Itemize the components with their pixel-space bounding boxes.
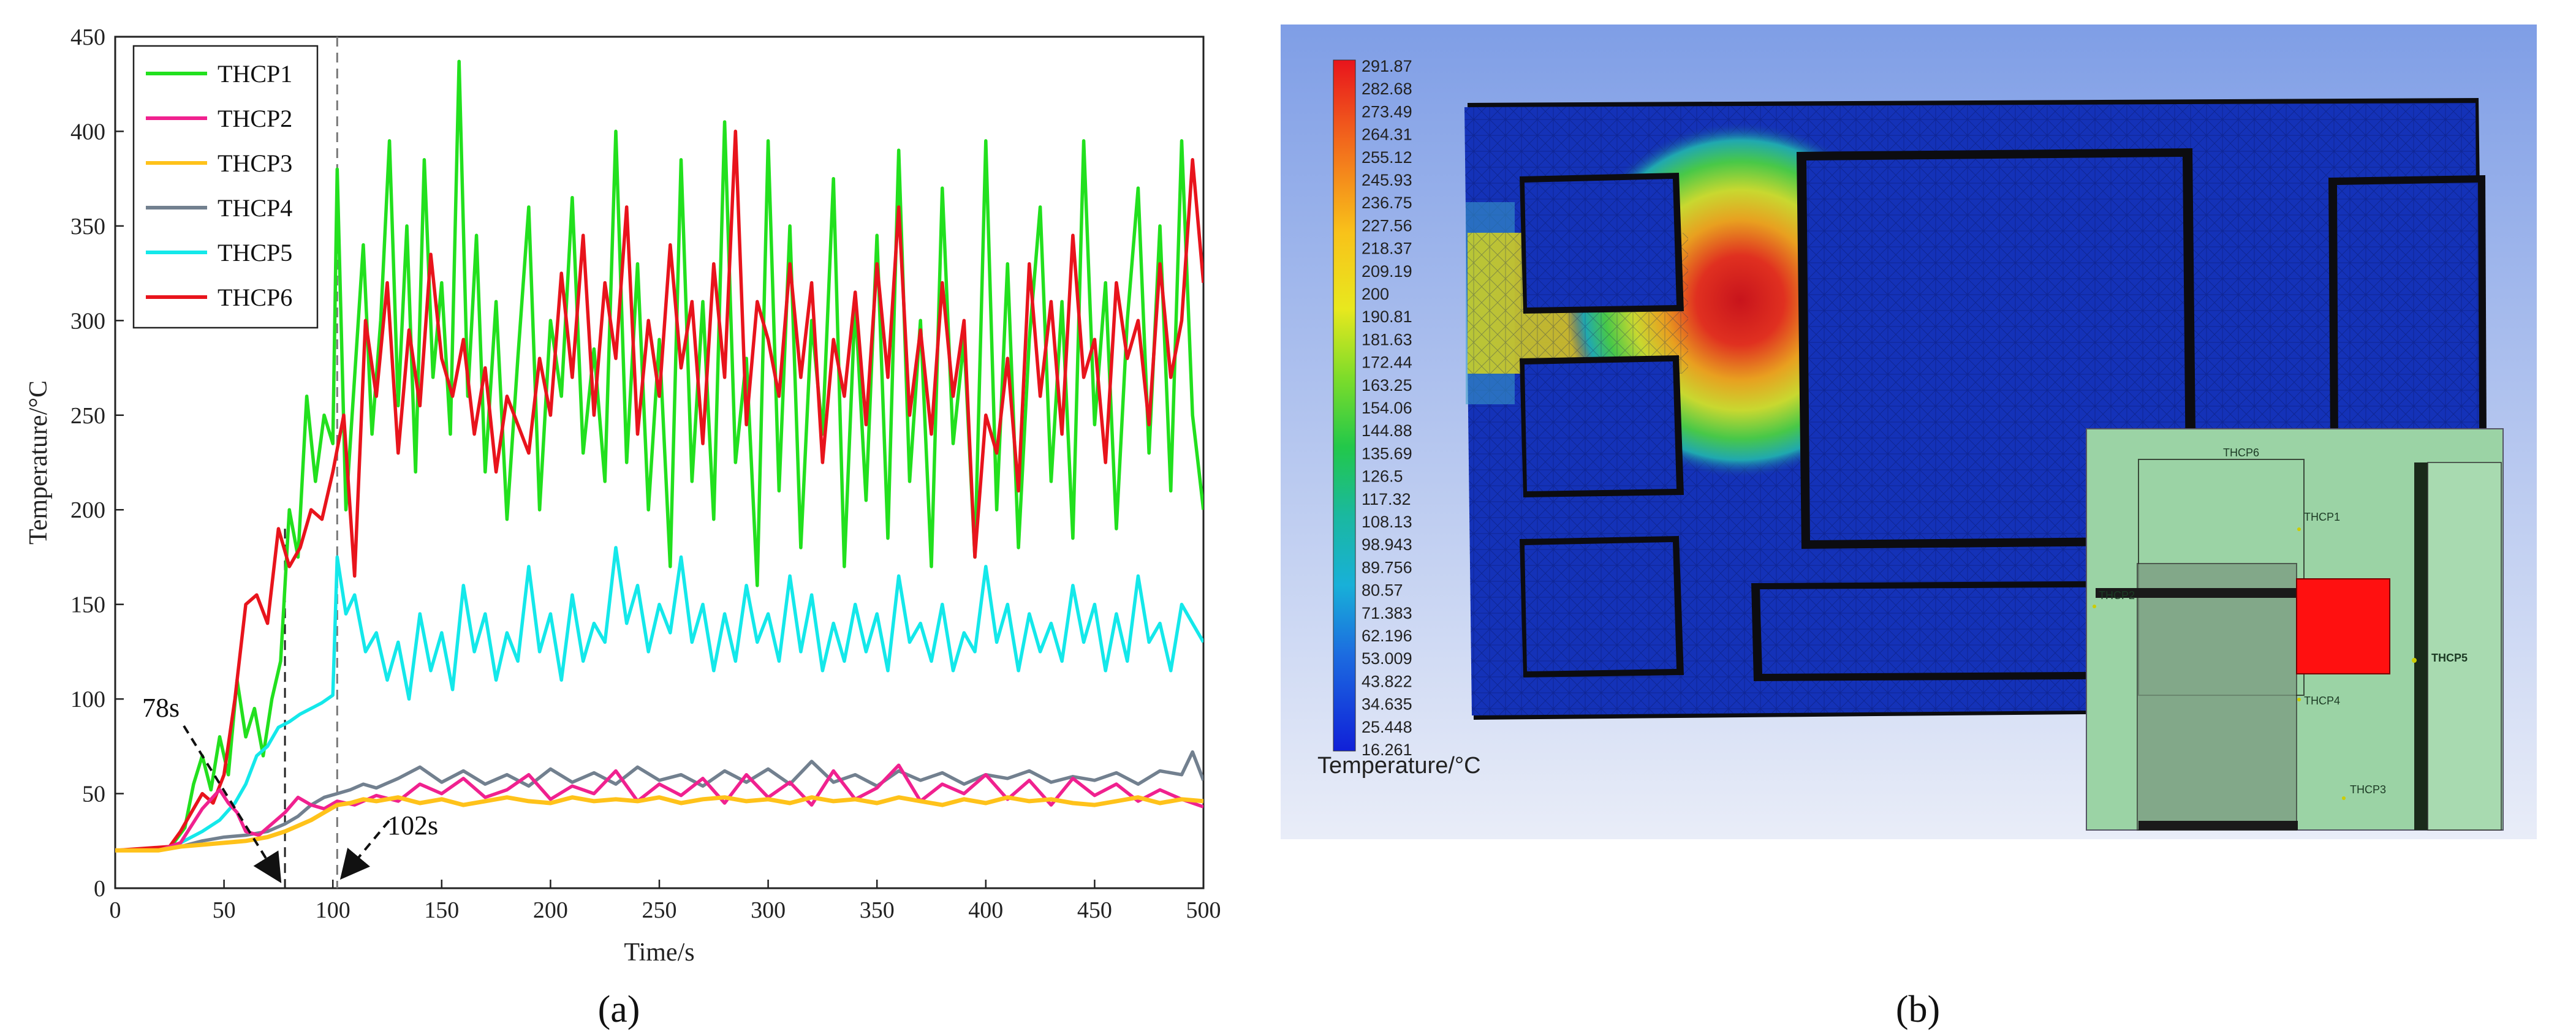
y-tick-label: 250 <box>70 403 105 429</box>
y-axis: 0 50 100 150 200 250 300 350 400 450 <box>70 25 124 902</box>
panel-b-caption: (b) <box>1896 989 1940 1030</box>
legend: THCP1 THCP2 THCP3 THCP4 THCP5 THCP6 <box>132 45 319 329</box>
colorbar-tick-label: 62.196 <box>1362 627 1412 645</box>
legend-label-thcp2: THCP2 <box>218 105 292 132</box>
y-tick-label: 350 <box>70 214 105 240</box>
y-tick-label: 50 <box>82 782 105 807</box>
inset-label-thcp4: THCP4 <box>2304 695 2340 707</box>
colorbar-tick-label: 108.13 <box>1362 513 1412 531</box>
x-tick-label: 300 <box>751 897 786 923</box>
legend-box <box>132 45 319 329</box>
colorbar-tick-label: 117.32 <box>1362 490 1411 508</box>
colorbar-tick-label: 172.44 <box>1362 353 1412 372</box>
colorbar-tick-label: 181.63 <box>1362 330 1412 349</box>
colorbar-tick-label: 200 <box>1362 285 1389 303</box>
x-tick-label: 500 <box>1186 897 1221 923</box>
x-tick-label: 100 <box>316 897 350 923</box>
colorbar-tick-label: 282.68 <box>1362 80 1412 98</box>
series-line-thcp5 <box>115 546 1203 852</box>
colorbar-tick-label: 209.19 <box>1362 262 1412 281</box>
inset-label-thcp3: THCP3 <box>2350 783 2386 796</box>
colorbar-tick-label: 144.88 <box>1362 421 1412 440</box>
series-line-thcp6 <box>115 129 1203 852</box>
legend-label-thcp1: THCP1 <box>218 60 292 88</box>
annotation-102s-label: 102s <box>387 810 438 840</box>
colorbar-tick-label: 218.37 <box>1362 240 1412 258</box>
series-line-thcp3 <box>115 795 1203 853</box>
y-tick-label: 200 <box>70 497 105 523</box>
colorbar-tick-label: 43.822 <box>1362 672 1412 690</box>
colorbar-tick-label: 53.009 <box>1362 649 1412 668</box>
panel-b: 291.87 282.68 273.49 264.31 255.12 245.93 236.… <box>1281 25 2537 1030</box>
y-tick-label: 150 <box>70 592 105 618</box>
colorbar-tick-label: 245.93 <box>1362 171 1412 189</box>
y-axis-title: Temperature/°C <box>25 380 53 545</box>
colorbar-tick-label: 80.57 <box>1362 581 1403 600</box>
series-line-thcp4 <box>115 750 1203 852</box>
inset-label-thcp1: THCP1 <box>2304 511 2340 523</box>
inset-geometry-view: THCP6 THCP1 THCP2 THCP4 THCP5 THCP3 <box>2086 428 2504 831</box>
x-tick-label: 0 <box>110 897 121 923</box>
x-tick-label: 200 <box>533 897 568 923</box>
legend-label-thcp3: THCP3 <box>218 149 292 177</box>
annotation-78s: 78s <box>142 693 282 883</box>
x-tick-label: 150 <box>424 897 459 923</box>
inset-label-thcp6: THCP6 <box>2223 447 2259 459</box>
x-tick-label: 50 <box>213 897 236 923</box>
colorbar-tick-label: 190.81 <box>1362 308 1412 326</box>
colorbar-tick-label: 25.448 <box>1362 718 1412 736</box>
x-tick-label: 450 <box>1077 897 1112 923</box>
colorbar-tick-label: 16.261 <box>1362 741 1412 759</box>
colorbar-tick-label: 227.56 <box>1362 216 1412 235</box>
legend-label-thcp5: THCP5 <box>218 239 292 266</box>
panel-a-caption: (a) <box>598 989 640 1030</box>
y-tick-label: 100 <box>70 687 105 712</box>
colorbar-tick-label: 163.25 <box>1362 376 1412 394</box>
annotation-78s-arrow <box>183 725 282 883</box>
x-axis-title: Time/s <box>624 938 694 967</box>
colorbar-tick-label: 135.69 <box>1362 444 1412 462</box>
colorbar-tick-label: 255.12 <box>1362 148 1412 167</box>
y-tick-label: 300 <box>70 308 105 334</box>
annotation-102s-arrow <box>339 820 390 880</box>
annotation-102s: 102s <box>339 810 438 880</box>
x-axis: 0 50 100 150 200 250 300 350 400 450 500 <box>110 880 1221 923</box>
x-tick-label: 400 <box>968 897 1003 923</box>
colorbar-title: Temperature/°C <box>1317 753 1481 779</box>
colorbar-tick-label: 291.87 <box>1362 57 1412 75</box>
y-tick-label: 450 <box>70 25 105 50</box>
inset-label-thcp2: THCP2 <box>2099 589 2135 602</box>
time-markers <box>284 37 338 888</box>
panel-a: 0 50 100 150 200 250 300 350 400 450 500 0 50 100 150… <box>25 25 1221 1030</box>
colorbar-tick-label: 71.383 <box>1362 604 1412 622</box>
annotation-78s-label: 78s <box>142 693 180 723</box>
legend-label-thcp6: THCP6 <box>218 284 292 311</box>
colorbar-tick-label: 89.756 <box>1362 558 1412 576</box>
colorbar-tick-label: 98.943 <box>1362 535 1412 554</box>
inset-label-thcp5: THCP5 <box>2431 652 2468 664</box>
colorbar-tick-label: 264.31 <box>1362 126 1412 144</box>
x-tick-label: 350 <box>860 897 895 923</box>
series-group <box>115 59 1203 853</box>
colorbar-tick-label: 126.5 <box>1362 467 1403 486</box>
colorbar-tick-label: 236.75 <box>1362 194 1412 212</box>
colorbar <box>1333 59 1356 752</box>
colorbar-tick-label: 34.635 <box>1362 695 1412 714</box>
y-tick-label: 0 <box>94 876 105 902</box>
legend-label-thcp4: THCP4 <box>218 194 292 222</box>
colorbar-ticks: 291.87 282.68 273.49 264.31 255.12 245.93 236.… <box>1362 57 1412 759</box>
heat-source-block <box>2296 578 2390 674</box>
x-tick-label: 250 <box>642 897 677 923</box>
colorbar-tick-label: 154.06 <box>1362 399 1412 417</box>
y-tick-label: 400 <box>70 119 105 145</box>
colorbar-tick-label: 273.49 <box>1362 102 1412 121</box>
